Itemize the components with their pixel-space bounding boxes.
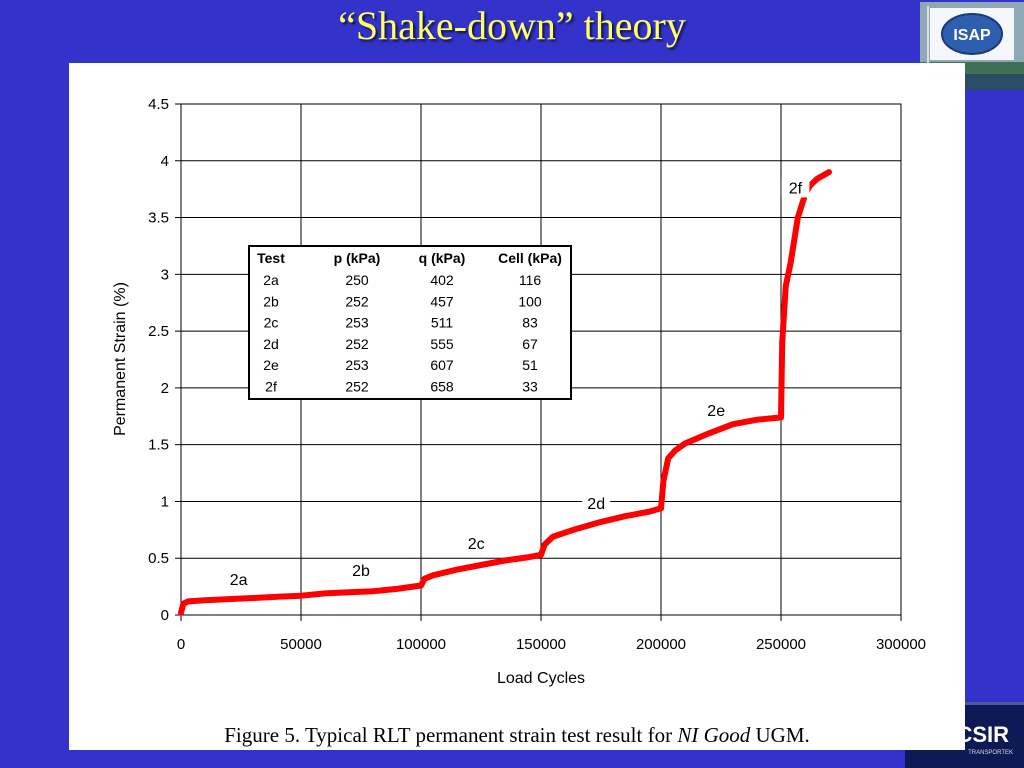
series-label: 2f: [789, 180, 803, 197]
table-cell: 100: [518, 293, 542, 309]
table-cell: 2c: [264, 315, 279, 331]
table-cell: 253: [345, 315, 369, 331]
figure-panel: 0 50000 100000 150000 200000 250000 300000 0 0.…: [69, 63, 965, 750]
table-cell: 607: [430, 357, 454, 373]
series-label: 2a: [230, 572, 248, 589]
table-cell: 2f: [265, 379, 277, 395]
series-label: 2b: [352, 563, 370, 580]
y-axis-label: Permanent Strain (%): [112, 282, 129, 436]
y-tick-label: 0.5: [148, 550, 169, 567]
x-axis-label: Load Cycles: [497, 670, 585, 687]
test-table: Test p (kPa) q (kPa) Cell (kPa) 2a 250 402 116 2…: [248, 245, 572, 400]
table-cell: 67: [522, 336, 538, 352]
series-labels: 2a 2b 2c 2d 2e 2f: [224, 177, 810, 590]
table-cell: 2e: [263, 357, 279, 373]
y-tick-label: 4.5: [148, 96, 169, 113]
series-line-2e: [658, 414, 784, 512]
y-tick-label: 1: [161, 493, 169, 510]
table-cell: 253: [345, 357, 369, 373]
series-label-bg: [224, 569, 253, 590]
strain-chart: 0 50000 100000 150000 200000 250000 300000 0 0.…: [112, 96, 926, 687]
isap-logo-text: ISAP: [953, 27, 991, 44]
caption-italic: NI Good: [677, 723, 751, 747]
series-line-2d: [538, 505, 664, 558]
csir-logo-text: CSIR: [956, 722, 1009, 747]
x-tick-label: 300000: [876, 636, 926, 653]
figure-caption: Figure 5. Typical RLT permanent strain t…: [69, 723, 965, 748]
table-cell: 252: [345, 336, 369, 352]
table-cell: 33: [522, 379, 538, 395]
y-tick-label: 3: [161, 266, 169, 283]
table-border: [248, 245, 572, 400]
csir-logo-subtext: TRANSPORTEK: [968, 750, 1013, 756]
series-label: 2c: [468, 536, 485, 553]
table-cell: 116: [519, 272, 542, 288]
y-axis-ticks: 0 0.5 1 1.5 2 2.5 3 3.5 4 4.5: [148, 96, 181, 624]
table-cell: 252: [345, 293, 369, 309]
table-cell: 511: [431, 315, 454, 331]
table-cell: 658: [430, 379, 454, 395]
isap-logo: ISAP: [920, 2, 1024, 90]
x-axis-ticks: 0 50000 100000 150000 200000 250000 300000: [177, 615, 926, 653]
y-tick-label: 3.5: [148, 210, 169, 227]
series: [178, 169, 832, 616]
table-header-cell: Test: [257, 250, 285, 266]
caption-prefix: Figure 5. Typical RLT permanent strain t…: [224, 723, 678, 747]
slide-title: “Shake-down” theory: [338, 3, 686, 48]
y-tick-label: 4: [161, 153, 169, 170]
table-cell: 457: [430, 293, 454, 309]
x-tick-label: 0: [177, 636, 185, 653]
caption-suffix: UGM.: [750, 723, 810, 747]
series-line-2f: [778, 169, 832, 421]
x-tick-label: 250000: [756, 636, 806, 653]
table-header-cell: p (kPa): [334, 250, 381, 266]
y-tick-label: 2: [161, 380, 169, 397]
series-line-2b: [298, 582, 424, 599]
series-label-bg: [781, 177, 810, 198]
table-cell: 250: [345, 272, 369, 288]
table-cell: 252: [345, 379, 369, 395]
table-cell: 2a: [263, 272, 279, 288]
y-tick-label: 0: [161, 607, 169, 624]
series-label: 2e: [707, 403, 725, 420]
x-tick-label: 150000: [516, 636, 566, 653]
table-cell: 402: [430, 272, 454, 288]
series-label-bg: [462, 532, 491, 553]
x-tick-label: 100000: [396, 636, 446, 653]
table-header-cell: q (kPa): [419, 250, 466, 266]
series-line-2a: [178, 592, 304, 616]
table-cell: 83: [522, 315, 538, 331]
series-label: 2d: [587, 496, 605, 513]
table-cell: 51: [522, 357, 538, 373]
x-tick-label: 200000: [636, 636, 686, 653]
series-label-bg: [347, 560, 375, 581]
y-tick-label: 1.5: [148, 437, 169, 454]
table-cell: 2b: [263, 293, 279, 309]
series-label-bg: [702, 400, 731, 421]
table-header-cell: Cell (kPa): [498, 250, 562, 266]
x-tick-label: 50000: [280, 636, 322, 653]
table-cell: 2d: [263, 336, 279, 352]
series-label-bg: [582, 493, 611, 514]
series-line-2c: [418, 551, 544, 589]
y-tick-label: 2.5: [148, 323, 169, 340]
table-cell: 555: [430, 336, 454, 352]
